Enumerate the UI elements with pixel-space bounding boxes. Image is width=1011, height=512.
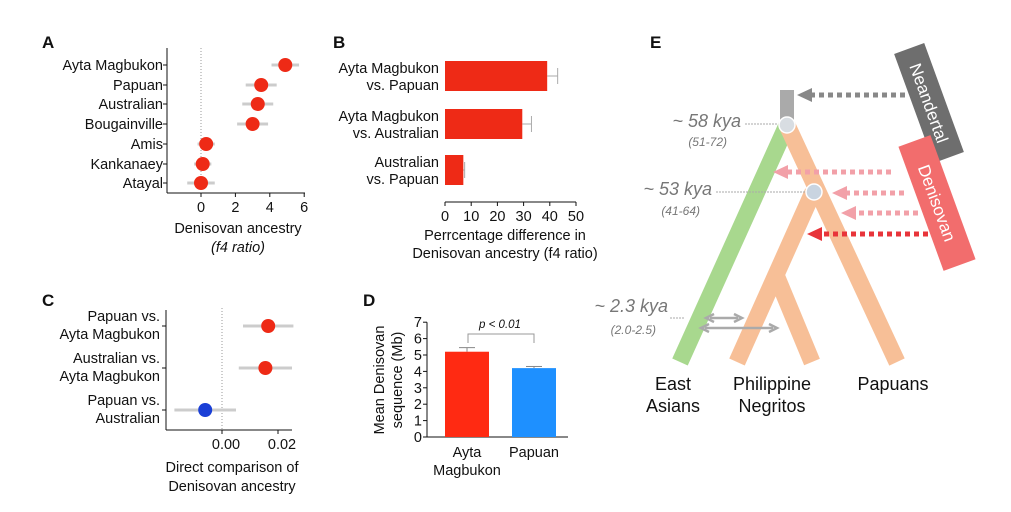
node-range: (41-64) — [661, 204, 700, 218]
panel-d-ylabel-2: sequence (Mb) — [390, 332, 406, 429]
data-point — [254, 78, 269, 92]
category-label: Kankanaey — [90, 157, 163, 173]
x-tick-label: 4 — [266, 200, 274, 216]
east-asian-branch — [672, 121, 795, 366]
leaf-label: Asians — [646, 396, 700, 416]
panel-b-xlabel-2: Denisovan ancestry (f4 ratio) — [412, 246, 597, 262]
x-tick-label: 40 — [542, 209, 558, 225]
category-label: Ayta Magbukon — [60, 327, 161, 343]
x-tick-label: 50 — [568, 209, 584, 225]
x-tick-label: 30 — [516, 209, 532, 225]
y-tick-label: 2 — [414, 397, 422, 413]
leaf-label: Philippine — [733, 374, 811, 394]
gene-flow-arrows — [698, 312, 780, 334]
x-tick-label: 20 — [489, 209, 505, 225]
panel-label-c: C — [42, 291, 54, 310]
bar — [445, 61, 548, 91]
category-label: Ayta — [453, 445, 483, 461]
data-point — [278, 58, 293, 72]
panel-a-xlabel-2: (f4 ratio) — [211, 240, 265, 256]
node-range: (51-72) — [688, 135, 727, 149]
x-tick-label: 0 — [197, 200, 205, 216]
x-tick-label: 6 — [300, 200, 308, 216]
node-range: (2.0-2.5) — [611, 323, 656, 337]
category-label: vs. Papuan — [366, 78, 439, 94]
x-tick-label: 0.00 — [212, 437, 240, 453]
y-tick-label: 6 — [414, 332, 422, 348]
category-label: Ayta Magbukon — [63, 58, 164, 74]
bar — [445, 109, 523, 139]
panel-c-forest-plot: 0.00 0.02 Papuan vs. Ayta Magbukon Australia… — [60, 308, 296, 453]
category-label: Australian vs. — [73, 351, 160, 367]
denisovan-introgression-arrows — [773, 165, 928, 241]
panel-d-ylabel: Mean Denisovan — [372, 326, 388, 435]
data-point — [194, 176, 208, 190]
node-time: ~ 53 kya — [643, 179, 712, 199]
panel-b-xlabel: Perrcentage difference in — [424, 228, 586, 244]
root-stem — [780, 90, 794, 124]
y-tick-label: 1 — [414, 414, 422, 430]
y-tick-label: 7 — [414, 315, 422, 331]
panel-d-significance: p < 0.01 — [478, 319, 521, 331]
category-label: Ayta Magbukon — [339, 109, 440, 125]
x-tick-label: 0 — [441, 209, 449, 225]
data-point — [199, 137, 214, 151]
panel-label-b: B — [333, 33, 345, 52]
panel-label-d: D — [363, 291, 375, 310]
panel-label-e: E — [650, 33, 661, 52]
category-label: Australian — [375, 155, 439, 171]
bar — [512, 368, 556, 437]
data-point — [261, 319, 276, 333]
bar — [445, 351, 489, 437]
panel-a-xlabel: Denisovan ancestry — [174, 221, 302, 237]
node-58kya — [778, 116, 796, 134]
significance-bracket — [467, 333, 535, 343]
category-label: Papuan vs. — [87, 393, 160, 409]
node-53kya — [805, 183, 823, 201]
node-time: ~ 58 kya — [672, 111, 741, 131]
neandertal-introgression-arrow — [797, 88, 905, 102]
data-point — [258, 361, 273, 375]
category-label: Papuan — [113, 78, 163, 94]
y-tick-label: 3 — [414, 381, 422, 397]
category-label: Amis — [131, 137, 163, 153]
x-tick-label: 10 — [463, 209, 479, 225]
leaf-label: East — [655, 374, 691, 394]
category-label: Atayal — [123, 176, 163, 192]
panel-e-tree: ~ 58 kya (51-72) ~ 53 kya (41-64) ~ 2.3 … — [594, 43, 976, 416]
denisovan-box: Denisovan — [898, 135, 976, 271]
category-label: Bougainville — [85, 117, 163, 133]
negrito-branch-right — [768, 271, 820, 366]
panel-c-xlabel: Direct comparison of — [166, 460, 300, 476]
leaf-label: Negritos — [738, 396, 805, 416]
x-tick-label: 2 — [231, 200, 239, 216]
data-point — [245, 117, 260, 131]
leaf-label: Papuans — [857, 374, 928, 394]
y-tick-label: 0 — [414, 430, 422, 446]
category-label: vs. Papuan — [366, 172, 439, 188]
x-tick-label: 0.02 — [268, 437, 296, 453]
category-label: Papuan — [509, 445, 559, 461]
category-label: vs. Australian — [353, 126, 439, 142]
category-label: Ayta Magbukon — [339, 61, 440, 77]
y-tick-label: 4 — [414, 364, 422, 380]
category-label: Papuan vs. — [87, 309, 160, 325]
data-point — [195, 157, 210, 171]
data-point — [198, 403, 213, 417]
category-label: Australian — [99, 97, 163, 113]
panel-a-forest-plot: 0 2 4 6 Ayta Magbukon Papuan Australian Bougain… — [63, 48, 308, 216]
panel-c-xlabel-2: Denisovan ancestry — [168, 479, 296, 495]
node-time: ~ 2.3 kya — [594, 296, 668, 316]
papuan-branch — [779, 121, 905, 366]
panel-label-a: A — [42, 33, 54, 52]
bar — [445, 155, 464, 185]
data-point — [250, 97, 265, 111]
category-label: Magbukon — [433, 463, 501, 479]
y-tick-label: 5 — [414, 348, 422, 364]
category-label: Ayta Magbukon — [60, 369, 161, 385]
category-label: Australian — [96, 411, 160, 427]
